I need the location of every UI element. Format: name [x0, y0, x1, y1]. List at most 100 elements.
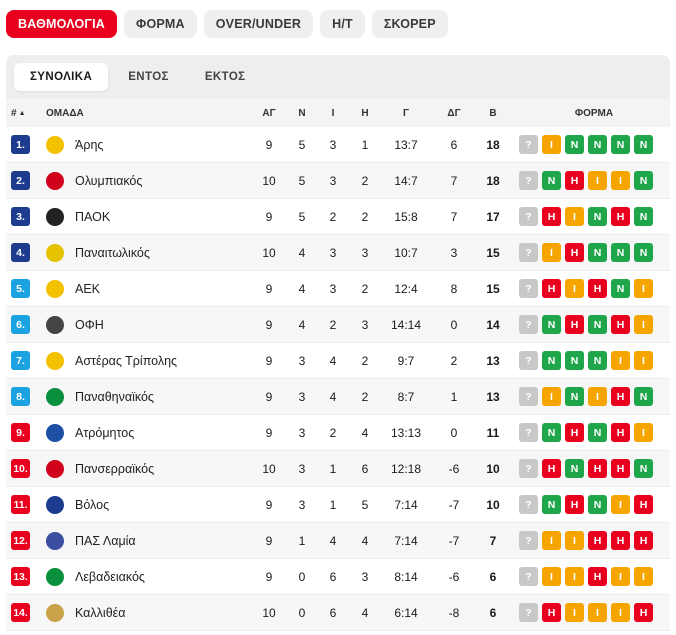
form-badge: ? [519, 135, 538, 154]
tab-half-time[interactable]: Η/Τ [320, 10, 365, 38]
header-played[interactable]: ΑΓ [262, 107, 276, 119]
team-name[interactable]: ΑΕΚ [75, 281, 101, 296]
header-rank[interactable]: # ▲ [11, 99, 33, 127]
team-name[interactable]: Άρης [75, 137, 104, 152]
goals-cell: 12:18 [390, 461, 422, 476]
team-cell[interactable]: Αστέρας Τρίπολης [46, 343, 236, 378]
team-name[interactable]: Καλλιθέα [75, 605, 126, 620]
form-cell: ? N H N H I [519, 307, 669, 342]
team-name[interactable]: Βόλος [75, 497, 110, 512]
team-cell[interactable]: ΑΕΚ [46, 271, 236, 306]
form-badge: N [634, 459, 653, 478]
table-row[interactable]: 8. Παναθηναϊκός 9 3 4 2 8:7 1 13? I N I H N [6, 379, 670, 415]
form-badge: ? [519, 171, 538, 190]
rank-badge: 12. [11, 531, 30, 550]
rank-badge: 4. [11, 243, 30, 262]
losses-cell: 3 [361, 245, 369, 260]
played-cell: 10 [262, 173, 276, 188]
header-goal-diff[interactable]: ΔΓ [447, 107, 461, 119]
team-cell[interactable]: Παναιτωλικός [46, 235, 236, 270]
team-name[interactable]: Λεβαδειακός [75, 569, 145, 584]
rank-badge: 13. [11, 567, 30, 586]
team-name[interactable]: Ατρόμητος [75, 425, 135, 440]
team-logo-icon [46, 279, 64, 298]
form-badge: I [565, 531, 584, 550]
table-row[interactable]: 1. Άρης 9 5 3 1 13:7 6 18? I N N N N [6, 127, 670, 163]
team-cell[interactable]: ΠΑΣ Λαμία [46, 523, 236, 558]
form-badge: N [588, 243, 607, 262]
team-cell[interactable]: ΟΦΗ [46, 307, 236, 342]
team-name[interactable]: Πανσερραϊκός [75, 461, 155, 476]
table-row[interactable]: 6. ΟΦΗ 9 4 2 3 14:14 0 14? N H N H I [6, 307, 670, 343]
rank-cell: 12. [11, 523, 33, 558]
form-badge: ? [519, 207, 538, 226]
wins-cell: 0 [298, 605, 306, 620]
goals-cell: 12:4 [394, 281, 418, 296]
header-goals[interactable]: Γ [402, 107, 409, 119]
header-points[interactable]: Β [489, 107, 497, 119]
form-badge: I [634, 315, 653, 334]
form-badge: H [634, 495, 653, 514]
goal-diff-cell: 7 [450, 209, 458, 224]
header-wins[interactable]: Ν [298, 107, 306, 119]
form-badge: N [611, 135, 630, 154]
subtab-home[interactable]: ΕΝΤΟΣ [128, 71, 169, 83]
goals-cell: 9:7 [397, 353, 415, 368]
table-row[interactable]: 10. Πανσερραϊκός 10 3 1 6 12:18 -6 10? H N H H N [6, 451, 670, 487]
table-row[interactable]: 11. Βόλος 9 3 1 5 7:14 -7 10? N H N I H [6, 487, 670, 523]
table-row[interactable]: 12. ΠΑΣ Λαμία 9 1 4 4 7:14 -7 7? I I H H H [6, 523, 670, 559]
team-cell[interactable]: Βόλος [46, 487, 236, 522]
header-team[interactable]: ΟΜΑΔΑ [46, 107, 84, 119]
team-name[interactable]: ΠΑΟΚ [75, 209, 111, 224]
rank-cell: 7. [11, 343, 33, 378]
subtab-overall[interactable]: ΣΥΝΟΛΙΚΑ [14, 63, 109, 91]
tab-scorers[interactable]: ΣΚΟΡΕΡ [371, 10, 448, 38]
table-row[interactable]: 9. Ατρόμητος 9 3 2 4 13:13 0 11? N H N H I [6, 415, 670, 451]
team-cell[interactable]: Καλλιθέα [46, 595, 236, 630]
points-cell: 13 [486, 353, 500, 368]
team-cell[interactable]: Λεβαδειακός [46, 559, 236, 594]
played-cell: 9 [265, 317, 273, 332]
form-badge: N [588, 207, 607, 226]
team-name[interactable]: ΠΑΣ Λαμία [75, 533, 136, 548]
team-cell[interactable]: Άρης [46, 127, 236, 162]
draws-cell: 1 [329, 497, 337, 512]
table-row[interactable]: 2. Ολυμπιακός 10 5 3 2 14:7 7 18? N H I I N [6, 163, 670, 199]
played-cell: 9 [265, 281, 273, 296]
tab-standings[interactable]: ΒΑΘΜΟΛΟΓΙΑ [6, 10, 117, 38]
table-row[interactable]: 4. Παναιτωλικός 10 4 3 3 10:7 3 15? I H N N N [6, 235, 670, 271]
form-cell: ? I I H H H [519, 523, 669, 558]
header-draws[interactable]: Ι [331, 107, 335, 119]
team-name[interactable]: Αστέρας Τρίπολης [75, 353, 178, 368]
header-rank-label: # [11, 107, 17, 119]
team-cell[interactable]: Παναθηναϊκός [46, 379, 236, 414]
team-cell[interactable]: Ατρόμητος [46, 415, 236, 450]
form-badge: I [634, 351, 653, 370]
played-cell: 9 [265, 533, 273, 548]
wins-cell: 0 [298, 569, 306, 584]
points-cell: 15 [486, 281, 500, 296]
team-name[interactable]: Ολυμπιακός [75, 173, 143, 188]
table-row[interactable]: 13. Λεβαδειακός 9 0 6 3 8:14 -6 6? I I H I I [6, 559, 670, 595]
played-cell: 10 [262, 461, 276, 476]
tab-form[interactable]: ΦΟΡΜΑ [123, 10, 197, 38]
goal-diff-cell: 2 [450, 353, 458, 368]
header-losses[interactable]: Η [361, 107, 369, 119]
team-cell[interactable]: ΠΑΟΚ [46, 199, 236, 234]
form-badge: N [611, 243, 630, 262]
team-logo-icon [46, 387, 64, 406]
team-cell[interactable]: Πανσερραϊκός [46, 451, 236, 486]
table-row[interactable]: 7. Αστέρας Τρίπολης 9 3 4 2 9:7 2 13? N N N I I [6, 343, 670, 379]
subtab-away[interactable]: ΕΚΤΟΣ [204, 71, 246, 83]
tab-over-under[interactable]: OVER/UNDER [203, 10, 314, 38]
team-logo-icon [46, 423, 64, 442]
team-cell[interactable]: Ολυμπιακός [46, 163, 236, 198]
table-row[interactable]: 5. ΑΕΚ 9 4 3 2 12:4 8 15? H I H N I [6, 271, 670, 307]
form-badge: I [588, 387, 607, 406]
table-row[interactable]: 14. Καλλιθέα 10 0 6 4 6:14 -8 6? H I I I H [6, 595, 670, 631]
team-name[interactable]: Παναιτωλικός [75, 245, 150, 260]
table-row[interactable]: 3. ΠΑΟΚ 9 5 2 2 15:8 7 17? H I N H N [6, 199, 670, 235]
team-name[interactable]: Παναθηναϊκός [75, 389, 154, 404]
form-cell: ? H I I I H [519, 595, 669, 630]
team-name[interactable]: ΟΦΗ [75, 317, 104, 332]
